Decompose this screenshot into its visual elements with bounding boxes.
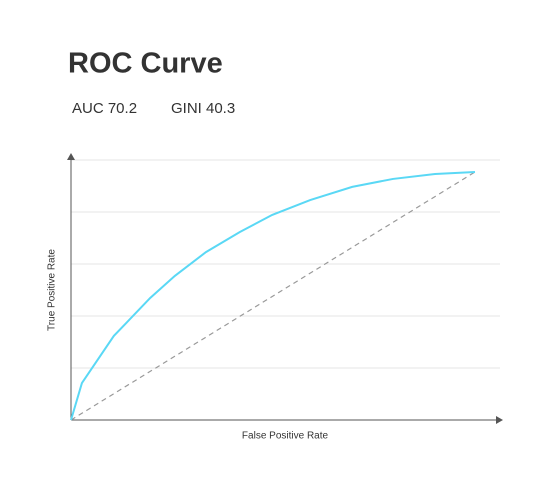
auc-stat: AUC 70.2 (72, 100, 137, 117)
x-axis-arrow (496, 416, 503, 424)
gini-stat: GINI 40.3 (171, 100, 235, 117)
y-axis-label: True Positive Rate (47, 249, 58, 331)
reference-line (70, 171, 476, 421)
y-axis-arrow (67, 153, 75, 160)
roc-line (70, 171, 476, 421)
grid (71, 159, 500, 369)
x-axis-label: False Positive Rate (242, 431, 329, 442)
chart-title: ROC Curve (68, 48, 223, 80)
